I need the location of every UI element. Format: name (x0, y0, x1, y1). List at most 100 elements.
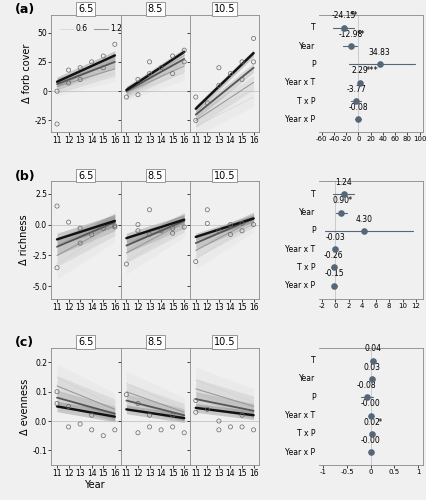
Text: P: P (310, 226, 315, 235)
Point (54, 87, 60, 95)
Text: *: * (377, 418, 381, 426)
Text: Year: Year (83, 480, 104, 490)
Point (337, 208, 344, 216)
Point (111, 222, 118, 230)
Point (146, 230, 153, 238)
Point (340, 24, 346, 32)
Point (54, 400, 60, 407)
Point (192, 116, 199, 124)
Point (123, 390, 130, 398)
Text: **: ** (356, 30, 364, 39)
Point (204, 99, 210, 107)
Text: T x P: T x P (296, 430, 315, 438)
Point (215, 417, 222, 425)
Point (146, 423, 153, 431)
Point (65, 423, 72, 431)
Point (204, 406, 210, 413)
Point (215, 64, 222, 72)
Point (227, 70, 233, 78)
Text: ***: *** (365, 66, 378, 76)
Point (250, 220, 256, 228)
Point (111, 426, 118, 434)
Text: Year x T: Year x T (285, 78, 315, 87)
Text: Year: Year (299, 208, 315, 217)
Point (134, 76, 141, 84)
Point (215, 226, 222, 234)
Point (146, 58, 153, 66)
Title: 10.5: 10.5 (213, 337, 235, 347)
Point (356, 78, 363, 86)
Point (192, 396, 199, 404)
Point (354, 116, 361, 124)
Point (238, 226, 245, 234)
Point (134, 90, 141, 98)
Text: T: T (310, 24, 315, 32)
Text: T x P: T x P (296, 96, 315, 106)
Point (368, 375, 374, 383)
Text: T: T (310, 356, 315, 365)
Text: 1.24: 1.24 (334, 178, 351, 187)
Point (146, 411, 153, 419)
Point (192, 408, 199, 416)
Point (88, 230, 95, 238)
Point (215, 426, 222, 434)
Point (238, 220, 245, 228)
Point (100, 52, 106, 60)
Title: 10.5: 10.5 (213, 4, 235, 14)
Point (192, 93, 199, 101)
Y-axis label: Δ evenness: Δ evenness (20, 378, 29, 434)
Point (77, 224, 83, 232)
Text: Year x T: Year x T (285, 244, 315, 254)
Text: Year x P: Year x P (285, 282, 315, 290)
Point (77, 239, 83, 247)
Point (363, 394, 369, 402)
Point (65, 66, 72, 74)
Point (123, 260, 130, 268)
Point (215, 82, 222, 90)
Text: -24.15: -24.15 (331, 12, 355, 20)
Point (331, 245, 338, 253)
Text: 0.90: 0.90 (332, 196, 349, 205)
Point (204, 206, 210, 214)
Point (134, 226, 141, 234)
Text: 0.02: 0.02 (363, 418, 379, 426)
Point (100, 64, 106, 72)
Point (146, 206, 153, 214)
Y-axis label: Δ richness: Δ richness (19, 214, 29, 266)
Point (123, 93, 130, 101)
Text: T: T (310, 190, 315, 198)
Text: Year x P: Year x P (285, 448, 315, 456)
Point (157, 64, 164, 72)
Text: -0.15: -0.15 (324, 270, 343, 278)
Point (134, 429, 141, 437)
Point (134, 400, 141, 407)
Point (169, 411, 176, 419)
Point (340, 190, 346, 198)
Text: P: P (310, 393, 315, 402)
Point (352, 97, 359, 105)
Title: 6.5: 6.5 (78, 4, 93, 14)
Point (54, 388, 60, 396)
Text: 4.30: 4.30 (355, 214, 372, 224)
Text: 0.03: 0.03 (363, 362, 380, 372)
Text: **: ** (349, 12, 357, 20)
Text: (a): (a) (15, 4, 35, 16)
Title: 8.5: 8.5 (147, 4, 163, 14)
Point (250, 426, 256, 434)
Point (88, 411, 95, 419)
Point (375, 60, 382, 68)
Text: Year: Year (299, 374, 315, 384)
Point (65, 218, 72, 226)
Point (88, 58, 95, 66)
Legend: 0.6, 1.2, 2, 2.7: 0.6, 1.2, 2, 2.7 (56, 21, 185, 36)
Point (100, 224, 106, 232)
Point (77, 420, 83, 428)
Point (88, 426, 95, 434)
Title: 6.5: 6.5 (78, 170, 93, 180)
Point (134, 220, 141, 228)
Point (180, 58, 187, 66)
Point (227, 423, 233, 431)
Text: (c): (c) (15, 336, 34, 349)
Point (146, 70, 153, 78)
Point (157, 226, 164, 234)
